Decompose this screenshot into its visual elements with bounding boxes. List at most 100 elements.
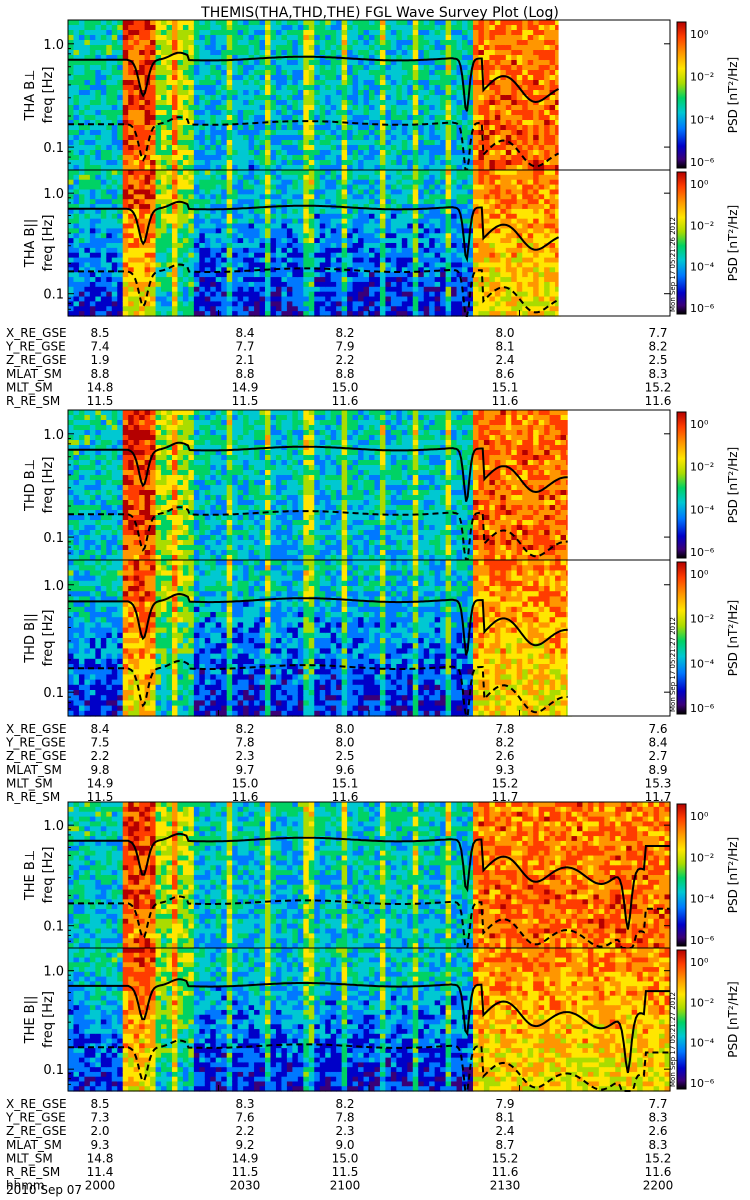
heatmap-cell (193, 35, 200, 41)
heatmap-cell (347, 262, 354, 268)
heatmap-cell (330, 85, 337, 91)
heatmap-cell (445, 213, 452, 220)
heatmap-cell (456, 247, 463, 254)
heatmap-cell (423, 228, 430, 234)
heatmap-cell (538, 50, 545, 56)
heatmap-cell (286, 291, 293, 298)
heatmap-cell (166, 189, 173, 195)
heatmap-cell (538, 115, 545, 121)
heatmap-cell (456, 262, 463, 268)
heatmap-cell (423, 213, 430, 220)
heatmap-cell (363, 65, 370, 71)
heatmap-cell (232, 189, 239, 195)
heatmap-cell (440, 247, 447, 254)
heatmap-cell (527, 105, 534, 111)
heatmap-cell (401, 105, 408, 111)
heatmap-cell (308, 291, 315, 298)
heatmap-cell (73, 277, 80, 283)
heatmap-cell (259, 85, 266, 91)
heatmap-cell (286, 223, 293, 229)
heatmap-cell (150, 55, 157, 61)
heatmap-cell (166, 90, 173, 96)
heatmap-cell (117, 45, 124, 51)
heatmap-cell (544, 140, 551, 146)
heatmap-cell (369, 218, 376, 225)
heatmap-cell (407, 135, 414, 141)
heatmap-cell (434, 228, 441, 234)
heatmap-cell (286, 228, 293, 234)
heatmap-cell (297, 213, 304, 220)
heatmap-cell (188, 110, 195, 116)
heatmap-cell (204, 35, 211, 41)
heatmap-cell (429, 35, 436, 41)
heatmap-cell (500, 135, 507, 141)
heatmap-cell (84, 306, 91, 312)
heatmap-cell (204, 110, 211, 116)
heatmap-cell (341, 30, 348, 36)
heatmap-cell (379, 165, 387, 171)
heatmap-cell (308, 40, 315, 46)
heatmap-cell (418, 306, 425, 312)
heatmap-cell (544, 35, 551, 41)
heatmap-cell (286, 272, 293, 278)
heatmap-cell (177, 165, 184, 171)
heatmap-cell (533, 40, 540, 46)
heatmap-cell (248, 60, 255, 66)
heatmap-cell (418, 155, 425, 161)
heatmap-cell (336, 252, 343, 259)
heatmap-cell (215, 208, 222, 215)
heatmap-cell (462, 296, 469, 302)
heatmap-cell (429, 213, 436, 220)
heatmap-cell (505, 45, 512, 51)
heatmap-cell (445, 247, 452, 254)
heatmap-cell (270, 50, 277, 56)
heatmap-cell (303, 247, 310, 254)
heatmap-cell (297, 30, 304, 36)
heatmap-cell (401, 208, 408, 215)
heatmap-cell (341, 35, 348, 41)
heatmap-cell (139, 150, 146, 156)
heatmap-cell (341, 85, 348, 91)
heatmap-cell (128, 179, 135, 186)
heatmap-cell (78, 120, 86, 126)
heatmap-cell (265, 95, 272, 101)
heatmap-cell (544, 40, 551, 46)
heatmap-cell (352, 189, 359, 195)
heatmap-cell (418, 291, 425, 298)
heatmap-cell (396, 110, 403, 116)
heatmap-cell (95, 45, 102, 51)
heatmap-cell (117, 20, 124, 26)
heatmap-cell (462, 55, 469, 61)
heatmap-cell (193, 110, 200, 116)
heatmap-cell (352, 179, 359, 186)
heatmap-cell (177, 194, 184, 200)
heatmap-cell (544, 45, 551, 51)
heatmap-cell (106, 257, 113, 264)
heatmap-cell (226, 189, 233, 195)
heatmap-cell (122, 262, 129, 268)
heatmap-cell (467, 90, 474, 96)
heatmap-cell (412, 179, 419, 186)
heatmap-cell (122, 296, 129, 302)
heatmap-cell (232, 65, 239, 71)
heatmap-cell (418, 301, 425, 307)
heatmap-cell (292, 90, 299, 96)
heatmap-cell (341, 100, 348, 106)
heatmap-cell (308, 80, 315, 86)
heatmap-cell (100, 55, 107, 61)
heatmap-cell (286, 189, 293, 195)
heatmap-cell (281, 301, 288, 307)
heatmap-cell (281, 110, 288, 116)
heatmap-cell (330, 291, 337, 298)
heatmap-cell (106, 60, 113, 66)
heatmap-cell (314, 184, 321, 191)
heatmap-cell (401, 247, 408, 254)
heatmap-cell (100, 145, 107, 151)
heatmap-cell (516, 70, 523, 76)
heatmap-cell (265, 110, 272, 116)
heatmap-cell (308, 233, 315, 239)
heatmap-cell (100, 286, 107, 293)
heatmap-cell (434, 155, 441, 161)
heatmap-cell (150, 85, 157, 91)
heatmap-cell (516, 95, 523, 101)
